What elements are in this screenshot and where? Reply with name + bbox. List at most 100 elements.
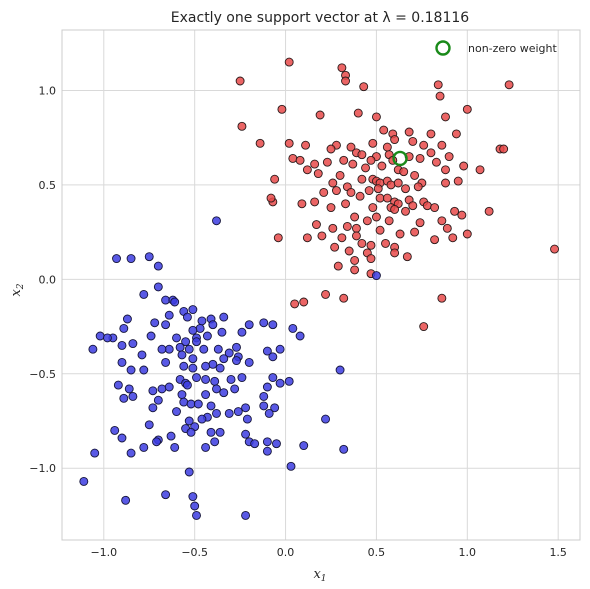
blue-point <box>188 363 198 373</box>
support-vector-marker <box>392 150 408 167</box>
blue-point <box>137 350 147 360</box>
blue-point <box>241 429 251 439</box>
red-point <box>326 203 336 213</box>
x-tick-label: −0.5 <box>181 546 208 559</box>
red-point <box>399 167 409 177</box>
red-point <box>404 127 414 137</box>
blue-point <box>224 348 234 358</box>
red-point <box>390 135 400 145</box>
grid-lines <box>62 30 580 540</box>
blue-point <box>117 433 127 443</box>
y-tick-label: −0.5 <box>29 368 56 381</box>
blue-point <box>284 376 294 386</box>
blue-point <box>88 344 98 354</box>
blue-point <box>233 407 243 417</box>
red-point <box>333 261 343 271</box>
red-point <box>444 152 454 162</box>
red-point <box>442 223 452 233</box>
red-point <box>366 240 376 250</box>
red-point <box>377 161 387 171</box>
blue-point <box>126 254 136 264</box>
red-point <box>430 203 440 213</box>
x-tick-label: −1.0 <box>90 546 117 559</box>
red-point <box>435 91 445 101</box>
red-point <box>382 193 392 203</box>
blue-point <box>172 407 181 417</box>
red-point <box>366 254 376 264</box>
y-tick-label: 1.0 <box>39 84 57 97</box>
blue-point <box>371 271 381 281</box>
blue-point <box>146 331 156 341</box>
blue-point <box>170 442 180 452</box>
red-point <box>384 216 394 226</box>
blue-point <box>219 312 229 322</box>
red-point <box>441 178 450 188</box>
red-point <box>350 255 360 265</box>
blue-point <box>188 492 198 502</box>
red-point <box>317 231 327 241</box>
blue-point <box>242 414 252 424</box>
blue-point <box>335 365 345 375</box>
blue-point <box>188 305 198 315</box>
blue-point <box>112 254 121 264</box>
blue-point <box>110 425 120 435</box>
blue-point <box>161 295 171 305</box>
blue-point <box>152 437 161 447</box>
blue-point <box>153 261 163 271</box>
blue-point <box>212 384 221 394</box>
red-point <box>475 165 485 175</box>
blue-point <box>201 374 211 384</box>
red-point <box>441 112 450 122</box>
blue-point <box>268 352 278 362</box>
red-point <box>401 206 410 216</box>
blue-point <box>172 333 181 343</box>
data-points <box>79 57 560 520</box>
blue-point <box>139 442 149 452</box>
blue-point <box>153 282 163 292</box>
blue-point <box>161 357 171 367</box>
red-point <box>448 233 458 243</box>
blue-point <box>262 446 272 456</box>
blue-point <box>199 344 209 354</box>
red-point <box>312 220 321 230</box>
red-point <box>302 233 312 243</box>
x-axis-label: x1 <box>313 567 326 584</box>
red-point <box>426 129 436 139</box>
blue-point <box>124 384 134 394</box>
red-point <box>395 229 405 239</box>
red-point <box>504 80 514 90</box>
y-tick-label: −1.0 <box>29 462 56 475</box>
red-point <box>353 108 363 118</box>
y-tick-label: 0.0 <box>39 273 57 286</box>
blue-point <box>262 437 272 447</box>
blue-point <box>121 495 131 505</box>
legend-label: non-zero weight <box>468 42 557 55</box>
red-point <box>357 150 367 160</box>
red-point <box>235 76 245 86</box>
red-point <box>346 187 356 197</box>
red-point <box>297 199 307 209</box>
blue-point <box>197 316 207 326</box>
red-point <box>302 165 312 175</box>
blue-point <box>206 427 216 437</box>
blue-point <box>190 501 200 511</box>
blue-point <box>268 320 278 330</box>
blue-point <box>144 252 154 262</box>
red-point <box>390 204 400 214</box>
red-point <box>337 63 347 73</box>
blue-point <box>139 289 149 299</box>
blue-point <box>95 331 105 341</box>
blue-point <box>237 373 247 383</box>
blue-point <box>259 401 269 411</box>
blue-point <box>186 399 196 409</box>
blue-point <box>113 380 123 390</box>
red-point <box>277 104 287 114</box>
blue-point <box>126 365 136 375</box>
red-point <box>459 161 469 171</box>
blue-point <box>119 393 129 403</box>
red-point <box>348 159 358 169</box>
blue-point <box>79 476 89 486</box>
red-point <box>331 186 341 196</box>
blue-point <box>208 320 218 330</box>
red-point <box>419 322 429 332</box>
